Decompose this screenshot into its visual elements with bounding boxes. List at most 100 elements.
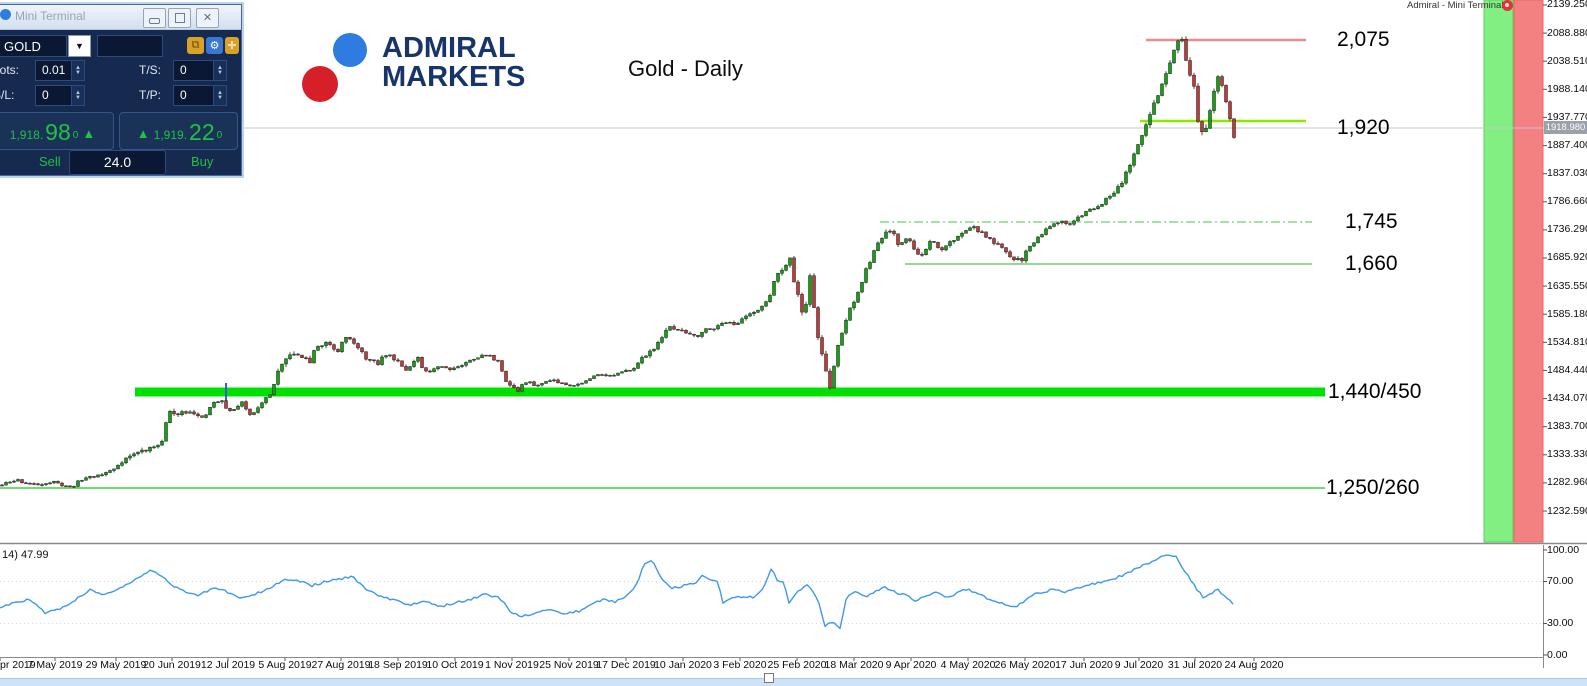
lots-stepper[interactable]: ▲ ▼ <box>71 61 84 80</box>
expert-advisor-icon <box>1502 0 1513 11</box>
rsi-indicator-label: 14) 47.99 <box>2 549 49 561</box>
price-tick-label: 2038.510 <box>1547 55 1587 67</box>
chart-window-title: Admiral - Mini Terminal <box>1407 0 1504 11</box>
app-dot-icon <box>0 9 11 20</box>
current-price-badge: 1918.980 <box>1544 121 1587 134</box>
date-tick-label: 9 Jul 2020 <box>1114 659 1164 671</box>
price-tick-label: 1534.810 <box>1547 336 1587 348</box>
close-button[interactable]: ✕ <box>196 8 219 28</box>
date-tick-label: pr 2019 <box>0 659 36 671</box>
symbol-field[interactable]: GOLD <box>0 35 67 57</box>
buy-price-button[interactable]: ▲ 1,919. 22 0 <box>119 112 238 150</box>
date-tick-label: 10 Oct 2019 <box>426 659 484 671</box>
date-tick-label: 9 Apr 2020 <box>885 659 937 671</box>
spread-value: 24.0 <box>69 150 166 175</box>
stop-loss-input[interactable]: 0 ▲ ▼ <box>35 85 85 106</box>
price-tick-label: 1383.700 <box>1547 420 1587 432</box>
date-tick-label: 20 Jun 2019 <box>143 659 201 671</box>
level-label-1250/1260: 1,250/260 <box>1326 476 1420 499</box>
price-tick-label: 1484.440 <box>1547 364 1587 376</box>
logo-red-circle <box>302 66 338 102</box>
level-label-1660: 1,660 <box>1345 252 1398 275</box>
date-tick-label: 26 May 2020 <box>994 659 1056 671</box>
date-tick-label: 5 Aug 2019 <box>258 659 312 671</box>
price-tick-label: 1685.920 <box>1547 251 1587 263</box>
date-tick-label: 4 May 2020 <box>940 659 996 671</box>
minimize-button[interactable] <box>143 8 166 28</box>
price-tick-label: 1786.660 <box>1547 195 1587 207</box>
date-tick-label: 12 Jul 2019 <box>200 659 256 671</box>
date-tick-label: 24 Aug 2020 <box>1224 659 1284 671</box>
calculator-icon-button[interactable]: ⧉ <box>187 37 204 54</box>
take-profit-input[interactable]: 0 ▲ ▼ <box>173 85 227 106</box>
trailing-stop-stepper[interactable]: ▲ ▼ <box>213 61 226 80</box>
price-tick-label: 2088.880 <box>1547 27 1587 39</box>
rsi-tick-label: 70.00 <box>1547 575 1574 587</box>
lots-label: Lots: <box>0 63 20 77</box>
price-tick-label: 1434.070 <box>1547 392 1587 404</box>
sell-up-arrow-icon: ▲ <box>82 126 96 141</box>
trailing-stop-label: T/S: <box>139 63 162 77</box>
date-tick-label: 17 Dec 2019 <box>596 659 656 671</box>
date-tick-label: 18 Sep 2019 <box>368 659 428 671</box>
maximize-button[interactable] <box>168 8 191 28</box>
chart-shift-marker[interactable] <box>764 673 774 683</box>
mini-terminal-title: Mini Terminal <box>15 9 86 23</box>
new-order-icon-button[interactable]: ✛ <box>225 37 239 54</box>
price-tick-label: 1282.960 <box>1547 476 1587 488</box>
minimize-icon <box>149 18 160 24</box>
price-tick-label: 1887.400 <box>1547 139 1587 151</box>
date-tick-label: 18 Mar 2020 <box>824 659 884 671</box>
stop-loss-stepper[interactable]: ▲ ▼ <box>71 86 84 105</box>
chart-title: Gold - Daily <box>628 56 743 81</box>
date-tick-label: 25 Nov 2019 <box>539 659 599 671</box>
price-tick-label: 1988.140 <box>1547 83 1587 95</box>
stop-loss-label: S/L: <box>0 88 15 102</box>
lots-input[interactable]: 0.01 ▲ ▼ <box>35 60 85 81</box>
level-label-1440/1450: 1,440/450 <box>1328 380 1422 403</box>
date-tick-label: 10 Jan 2020 <box>654 659 712 671</box>
mini-terminal-titlebar[interactable]: Mini Terminal ✕ <box>0 5 241 30</box>
level-label-1745: 1,745 <box>1345 210 1398 233</box>
logo-text: ADMIRAL MARKETS <box>382 32 526 93</box>
level-label-1920: 1,920 <box>1337 116 1390 139</box>
settings-gear-icon-button[interactable]: ⚙ <box>206 37 223 54</box>
sell-label[interactable]: Sell <box>39 154 61 169</box>
sell-price-button[interactable]: 1,918. 98 0 ▲ <box>0 112 114 150</box>
buy-band <box>1483 0 1514 543</box>
close-icon: ✕ <box>202 11 213 24</box>
price-tick-label: 1333.330 <box>1547 448 1587 460</box>
date-tick-label: 17 Jun 2020 <box>1055 659 1113 671</box>
order-comment-field[interactable] <box>97 35 163 57</box>
admiral-markets-logo: ADMIRAL MARKETS <box>300 30 560 110</box>
rsi-tick-label: 100.00 <box>1547 544 1580 556</box>
trailing-stop-input[interactable]: 0 ▲ ▼ <box>173 60 227 81</box>
date-tick-label: 3 Feb 2020 <box>713 659 767 671</box>
date-tick-label: 1 Nov 2019 <box>485 659 539 671</box>
rsi-tick-label: 0.00 <box>1547 649 1568 661</box>
logo-blue-circle <box>333 33 367 67</box>
date-tick-label: 27 Aug 2019 <box>311 659 371 671</box>
symbol-dropdown-button[interactable]: ▼ <box>68 35 91 57</box>
buy-up-arrow-icon: ▲ <box>136 126 150 141</box>
price-tick-label: 1837.030 <box>1547 167 1587 179</box>
rsi-tick-label: 30.00 <box>1547 617 1574 629</box>
mini-terminal-panel: Mini Terminal ✕ GOLD ▼ ⧉ ⚙ ✛ Lots: 0.01 … <box>0 4 242 176</box>
price-tick-label: 1736.290 <box>1547 223 1587 235</box>
sell-band <box>1513 0 1544 543</box>
price-tick-label: 1635.550 <box>1547 280 1587 292</box>
date-tick-label: 7 May 2019 <box>27 659 83 671</box>
price-tick-label: 1232.590 <box>1547 505 1587 517</box>
price-tick-label: 1585.180 <box>1547 308 1587 320</box>
horizontal-scrollbar[interactable] <box>0 678 1587 686</box>
date-tick-label: 29 May 2019 <box>85 659 147 671</box>
take-profit-stepper[interactable]: ▲ ▼ <box>213 86 226 105</box>
take-profit-label: T/P: <box>139 88 162 102</box>
rsi-line <box>0 554 1234 630</box>
candlesticks <box>0 39 1236 488</box>
price-tick-label: 1937.770 <box>1547 111 1587 123</box>
level-label-2075: 2,075 <box>1337 28 1390 51</box>
buy-label[interactable]: Buy <box>191 154 214 169</box>
